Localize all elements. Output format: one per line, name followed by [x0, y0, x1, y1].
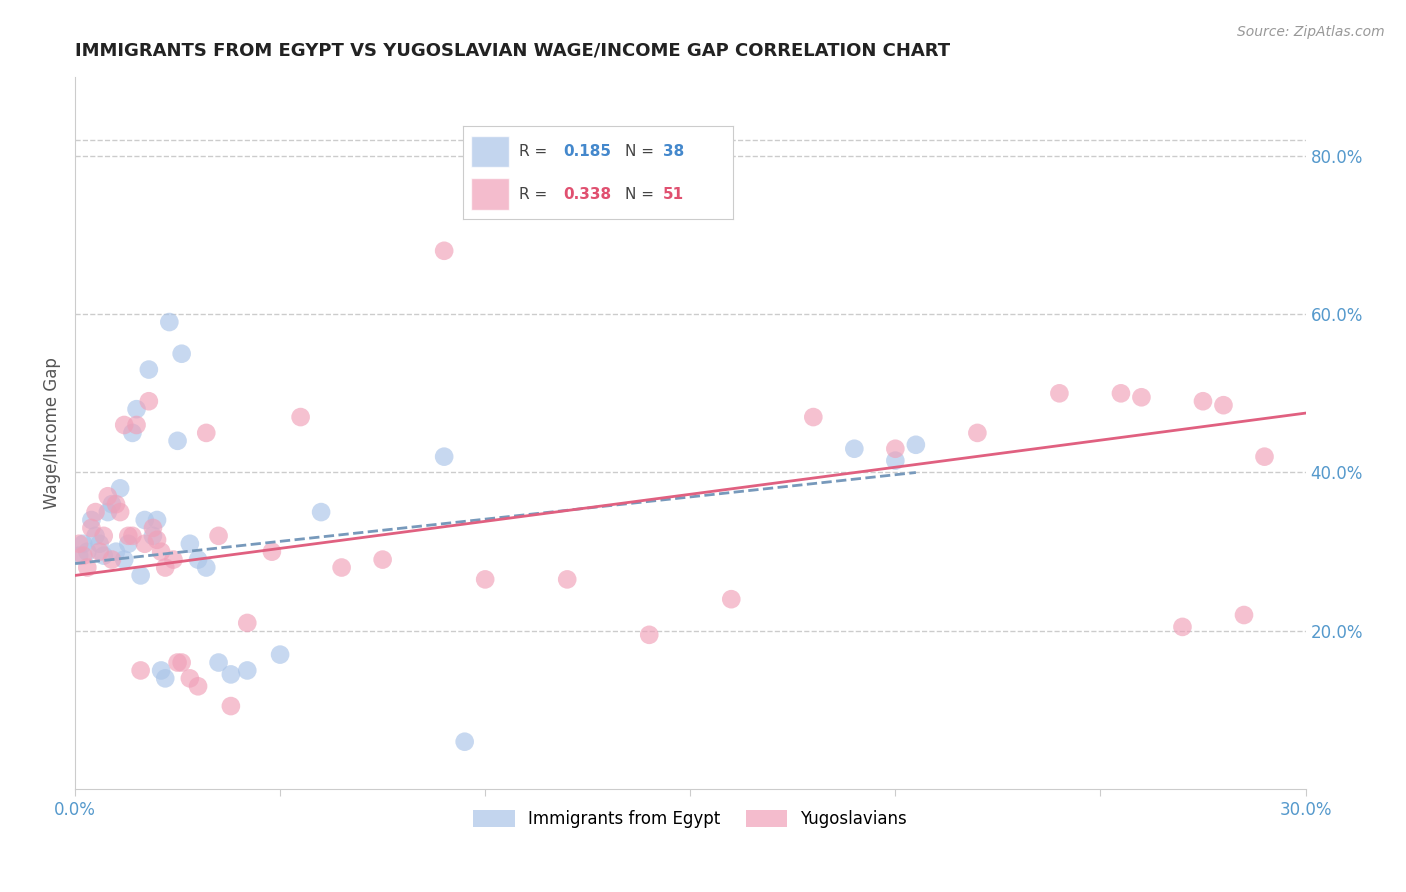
Y-axis label: Wage/Income Gap: Wage/Income Gap: [44, 357, 60, 508]
Point: [195, 560, 218, 574]
Point: [844, 442, 866, 456]
Point: [108, 481, 131, 495]
Point: [179, 672, 201, 686]
Point: [146, 513, 169, 527]
Point: [1233, 607, 1256, 622]
Point: [966, 425, 988, 440]
Point: [142, 521, 165, 535]
Point: [97, 489, 120, 503]
Point: [474, 573, 496, 587]
Point: [84, 529, 107, 543]
Point: [121, 425, 143, 440]
Point: [433, 450, 456, 464]
Point: [1212, 398, 1234, 412]
Point: [121, 529, 143, 543]
Point: [260, 544, 283, 558]
Point: [157, 315, 180, 329]
Point: [101, 497, 124, 511]
Point: [555, 573, 578, 587]
Point: [219, 699, 242, 714]
Point: [150, 664, 173, 678]
Point: [179, 537, 201, 551]
Point: [1192, 394, 1215, 409]
Legend: Immigrants from Egypt, Yugoslavians: Immigrants from Egypt, Yugoslavians: [467, 803, 914, 834]
Point: [1253, 450, 1275, 464]
Point: [166, 434, 188, 448]
Point: [129, 568, 152, 582]
Point: [125, 417, 148, 432]
Point: [330, 560, 353, 574]
Point: [108, 505, 131, 519]
Point: [117, 537, 139, 551]
Point: [187, 679, 209, 693]
Point: [80, 513, 103, 527]
Point: [236, 664, 259, 678]
Text: IMMIGRANTS FROM EGYPT VS YUGOSLAVIAN WAGE/INCOME GAP CORRELATION CHART: IMMIGRANTS FROM EGYPT VS YUGOSLAVIAN WAG…: [75, 42, 950, 60]
Point: [97, 505, 120, 519]
Point: [105, 497, 128, 511]
Point: [309, 505, 332, 519]
Point: [170, 347, 193, 361]
Point: [72, 537, 94, 551]
Point: [884, 453, 907, 467]
Point: [146, 533, 169, 547]
Point: [155, 560, 177, 574]
Point: [195, 425, 218, 440]
Point: [112, 417, 135, 432]
Point: [155, 672, 177, 686]
Point: [1171, 620, 1194, 634]
Point: [80, 521, 103, 535]
Point: [269, 648, 291, 662]
Point: [290, 410, 312, 425]
Text: Source: ZipAtlas.com: Source: ZipAtlas.com: [1237, 25, 1385, 39]
Point: [150, 544, 173, 558]
Point: [453, 735, 475, 749]
Point: [101, 552, 124, 566]
Point: [1109, 386, 1132, 401]
Point: [93, 549, 115, 563]
Point: [142, 529, 165, 543]
Point: [134, 537, 156, 551]
Point: [371, 552, 394, 566]
Point: [76, 560, 98, 574]
Point: [170, 656, 193, 670]
Point: [72, 549, 94, 563]
Point: [236, 615, 259, 630]
Point: [129, 664, 152, 678]
Point: [1130, 390, 1153, 404]
Point: [801, 410, 824, 425]
Point: [166, 656, 188, 670]
Point: [207, 656, 229, 670]
Point: [67, 549, 90, 563]
Point: [207, 529, 229, 543]
Point: [1047, 386, 1070, 401]
Point: [112, 552, 135, 566]
Point: [433, 244, 456, 258]
Point: [904, 438, 927, 452]
Point: [884, 442, 907, 456]
Point: [638, 628, 661, 642]
Point: [134, 513, 156, 527]
Point: [76, 544, 98, 558]
Point: [720, 592, 742, 607]
Point: [105, 544, 128, 558]
Point: [125, 402, 148, 417]
Point: [93, 529, 115, 543]
Point: [117, 529, 139, 543]
Point: [187, 552, 209, 566]
Point: [67, 537, 90, 551]
Point: [219, 667, 242, 681]
Point: [89, 544, 111, 558]
Point: [162, 552, 184, 566]
Point: [89, 537, 111, 551]
Point: [138, 362, 160, 376]
Point: [138, 394, 160, 409]
Point: [84, 505, 107, 519]
